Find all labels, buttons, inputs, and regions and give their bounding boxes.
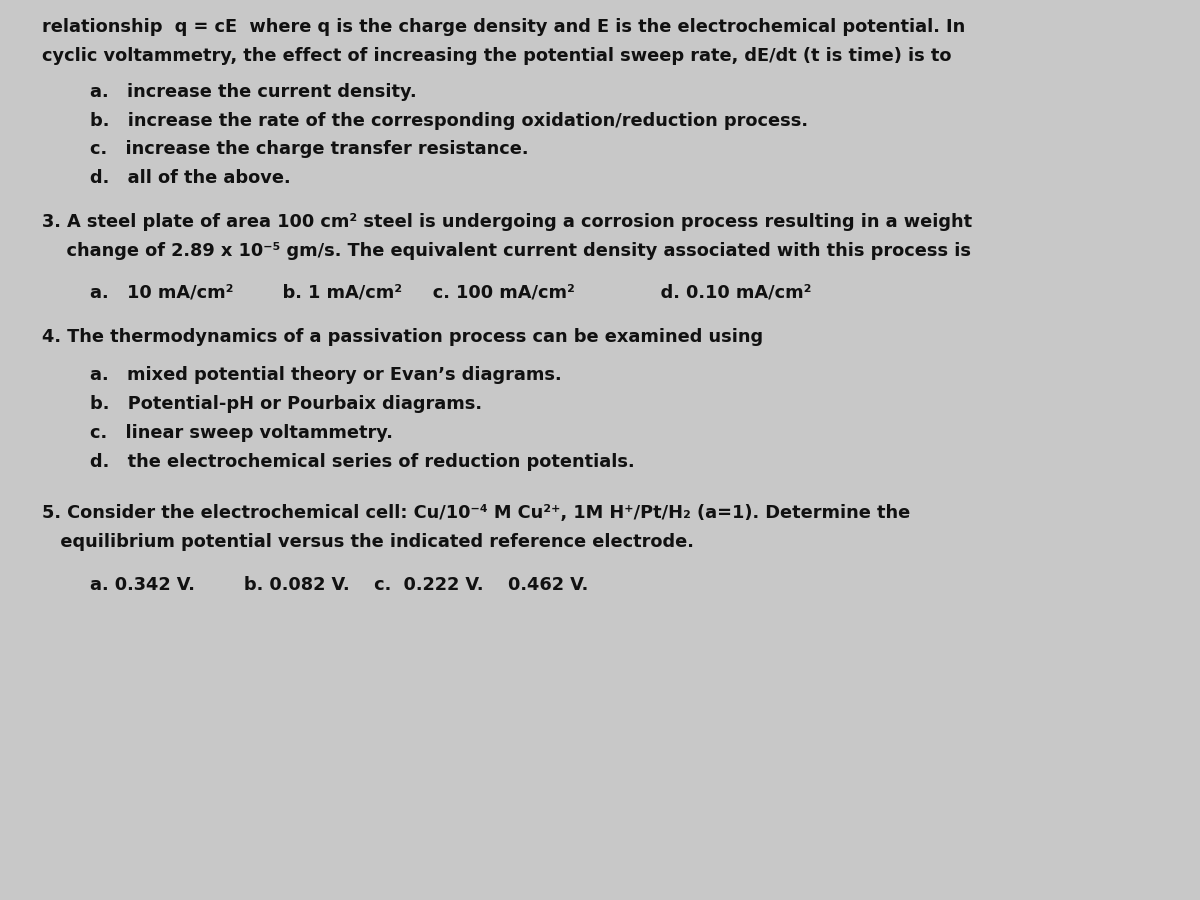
Text: a.   10 mA/cm²        b. 1 mA/cm²     c. 100 mA/cm²              d. 0.10 mA/cm²: a. 10 mA/cm² b. 1 mA/cm² c. 100 mA/cm² d… [90,284,811,302]
Text: c.   linear sweep voltammetry.: c. linear sweep voltammetry. [90,424,392,442]
Text: 5. Consider the electrochemical cell: Cu/10⁻⁴ M Cu²⁺, 1M H⁺/Pt/H₂ (a=1). Determi: 5. Consider the electrochemical cell: Cu… [42,504,911,522]
Text: b.   Potential-pH or Pourbaix diagrams.: b. Potential-pH or Pourbaix diagrams. [90,395,482,413]
Text: a. 0.342 V.        b. 0.082 V.    c.  0.222 V.    0.462 V.: a. 0.342 V. b. 0.082 V. c. 0.222 V. 0.46… [90,576,588,594]
Text: equilibrium potential versus the indicated reference electrode.: equilibrium potential versus the indicat… [42,533,694,551]
Text: 3. A steel plate of area 100 cm² steel is undergoing a corrosion process resulti: 3. A steel plate of area 100 cm² steel i… [42,213,972,231]
Text: d.   all of the above.: d. all of the above. [90,169,290,187]
Text: 4. The thermodynamics of a passivation process can be examined using: 4. The thermodynamics of a passivation p… [42,328,763,346]
Text: b.   increase the rate of the corresponding oxidation/reduction process.: b. increase the rate of the correspondin… [90,112,808,130]
Text: cyclic voltammetry, the effect of increasing the potential sweep rate, dE/dt (t : cyclic voltammetry, the effect of increa… [42,47,952,65]
Text: relationship  q = cE  where q is the charge density and E is the electrochemical: relationship q = cE where q is the charg… [42,18,965,36]
Text: d.   the electrochemical series of reduction potentials.: d. the electrochemical series of reducti… [90,453,635,471]
Text: a.   mixed potential theory or Evan’s diagrams.: a. mixed potential theory or Evan’s diag… [90,366,562,384]
Text: c.   increase the charge transfer resistance.: c. increase the charge transfer resistan… [90,140,528,158]
Text: change of 2.89 x 10⁻⁵ gm/s. The equivalent current density associated with this : change of 2.89 x 10⁻⁵ gm/s. The equivale… [42,242,971,260]
Text: a.   increase the current density.: a. increase the current density. [90,83,416,101]
